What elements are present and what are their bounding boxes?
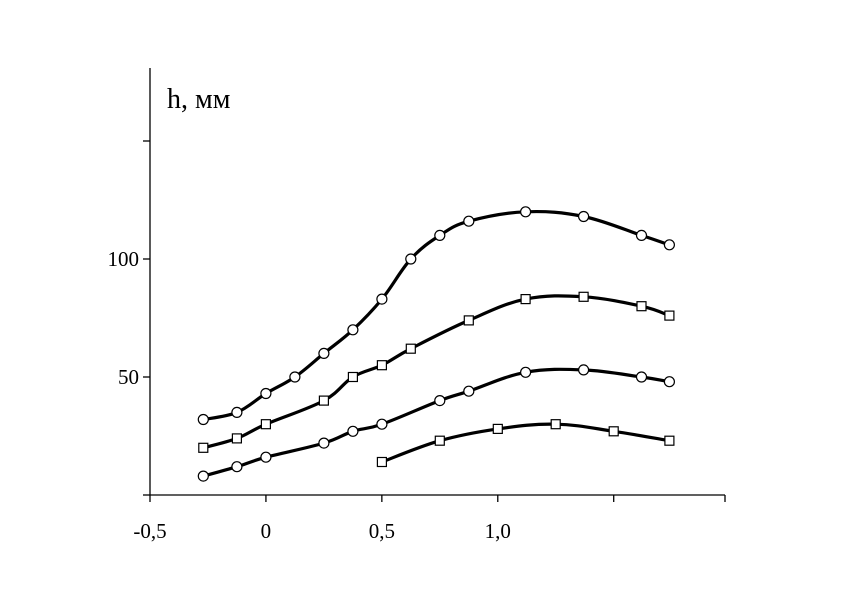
data-point-circle — [197, 413, 209, 426]
data-point-square — [231, 433, 242, 444]
data-point-circle — [260, 451, 272, 463]
data-point-circle — [635, 229, 648, 241]
y-tick-label: 100 — [108, 247, 140, 271]
data-point-circle — [577, 364, 590, 376]
data-point-square — [520, 294, 531, 305]
data-point-square — [664, 435, 675, 446]
series-layer — [197, 206, 676, 482]
axes: 50 100 -0,5 0 0,5 1,0 — [108, 68, 726, 543]
series-1 — [197, 206, 676, 426]
data-point-circle — [663, 239, 676, 251]
data-point-square — [376, 360, 387, 371]
data-point-circle — [231, 461, 243, 473]
data-point-circle — [289, 371, 301, 383]
data-point-square — [664, 310, 675, 321]
series-3 — [197, 364, 676, 482]
data-point-circle — [577, 210, 590, 223]
x-tick-label: 0,5 — [369, 519, 395, 543]
x-tick-label: 1,0 — [485, 519, 511, 543]
data-point-circle — [376, 418, 388, 430]
data-point-circle — [434, 395, 446, 407]
data-point-circle — [434, 229, 446, 241]
data-point-square — [260, 419, 271, 430]
data-point-circle — [347, 425, 359, 437]
series-line — [201, 210, 671, 422]
data-point-square — [318, 395, 329, 406]
x-tick-label: 0 — [261, 519, 272, 543]
data-point-circle — [519, 366, 532, 378]
data-point-square — [376, 456, 387, 468]
data-point-square — [492, 423, 503, 434]
data-point-circle — [519, 206, 532, 218]
series-4 — [376, 419, 675, 468]
data-point-circle — [635, 371, 648, 383]
data-point-square — [347, 371, 358, 383]
data-point-square — [550, 419, 561, 430]
data-point-square — [608, 426, 619, 437]
data-point-circle — [463, 385, 475, 397]
data-point-square — [578, 291, 589, 302]
data-point-square — [463, 315, 474, 326]
data-point-circle — [405, 253, 417, 265]
data-point-circle — [376, 293, 388, 305]
data-point-square — [434, 435, 445, 446]
data-point-circle — [663, 376, 676, 388]
y-axis-title: h, мм — [167, 84, 231, 115]
data-point-circle — [318, 437, 330, 449]
data-point-circle — [463, 215, 475, 227]
data-point-square — [636, 301, 647, 312]
data-point-square — [198, 442, 209, 453]
y-tick-label: 50 — [118, 365, 139, 389]
data-point-circle — [197, 470, 209, 482]
data-point-circle — [231, 406, 243, 418]
data-point-circle — [260, 387, 272, 400]
series-2 — [198, 291, 675, 453]
data-point-circle — [347, 324, 359, 336]
x-tick-label: -0,5 — [133, 519, 166, 543]
data-point-circle — [318, 347, 330, 359]
data-point-square — [405, 343, 416, 354]
series-line — [380, 422, 671, 464]
